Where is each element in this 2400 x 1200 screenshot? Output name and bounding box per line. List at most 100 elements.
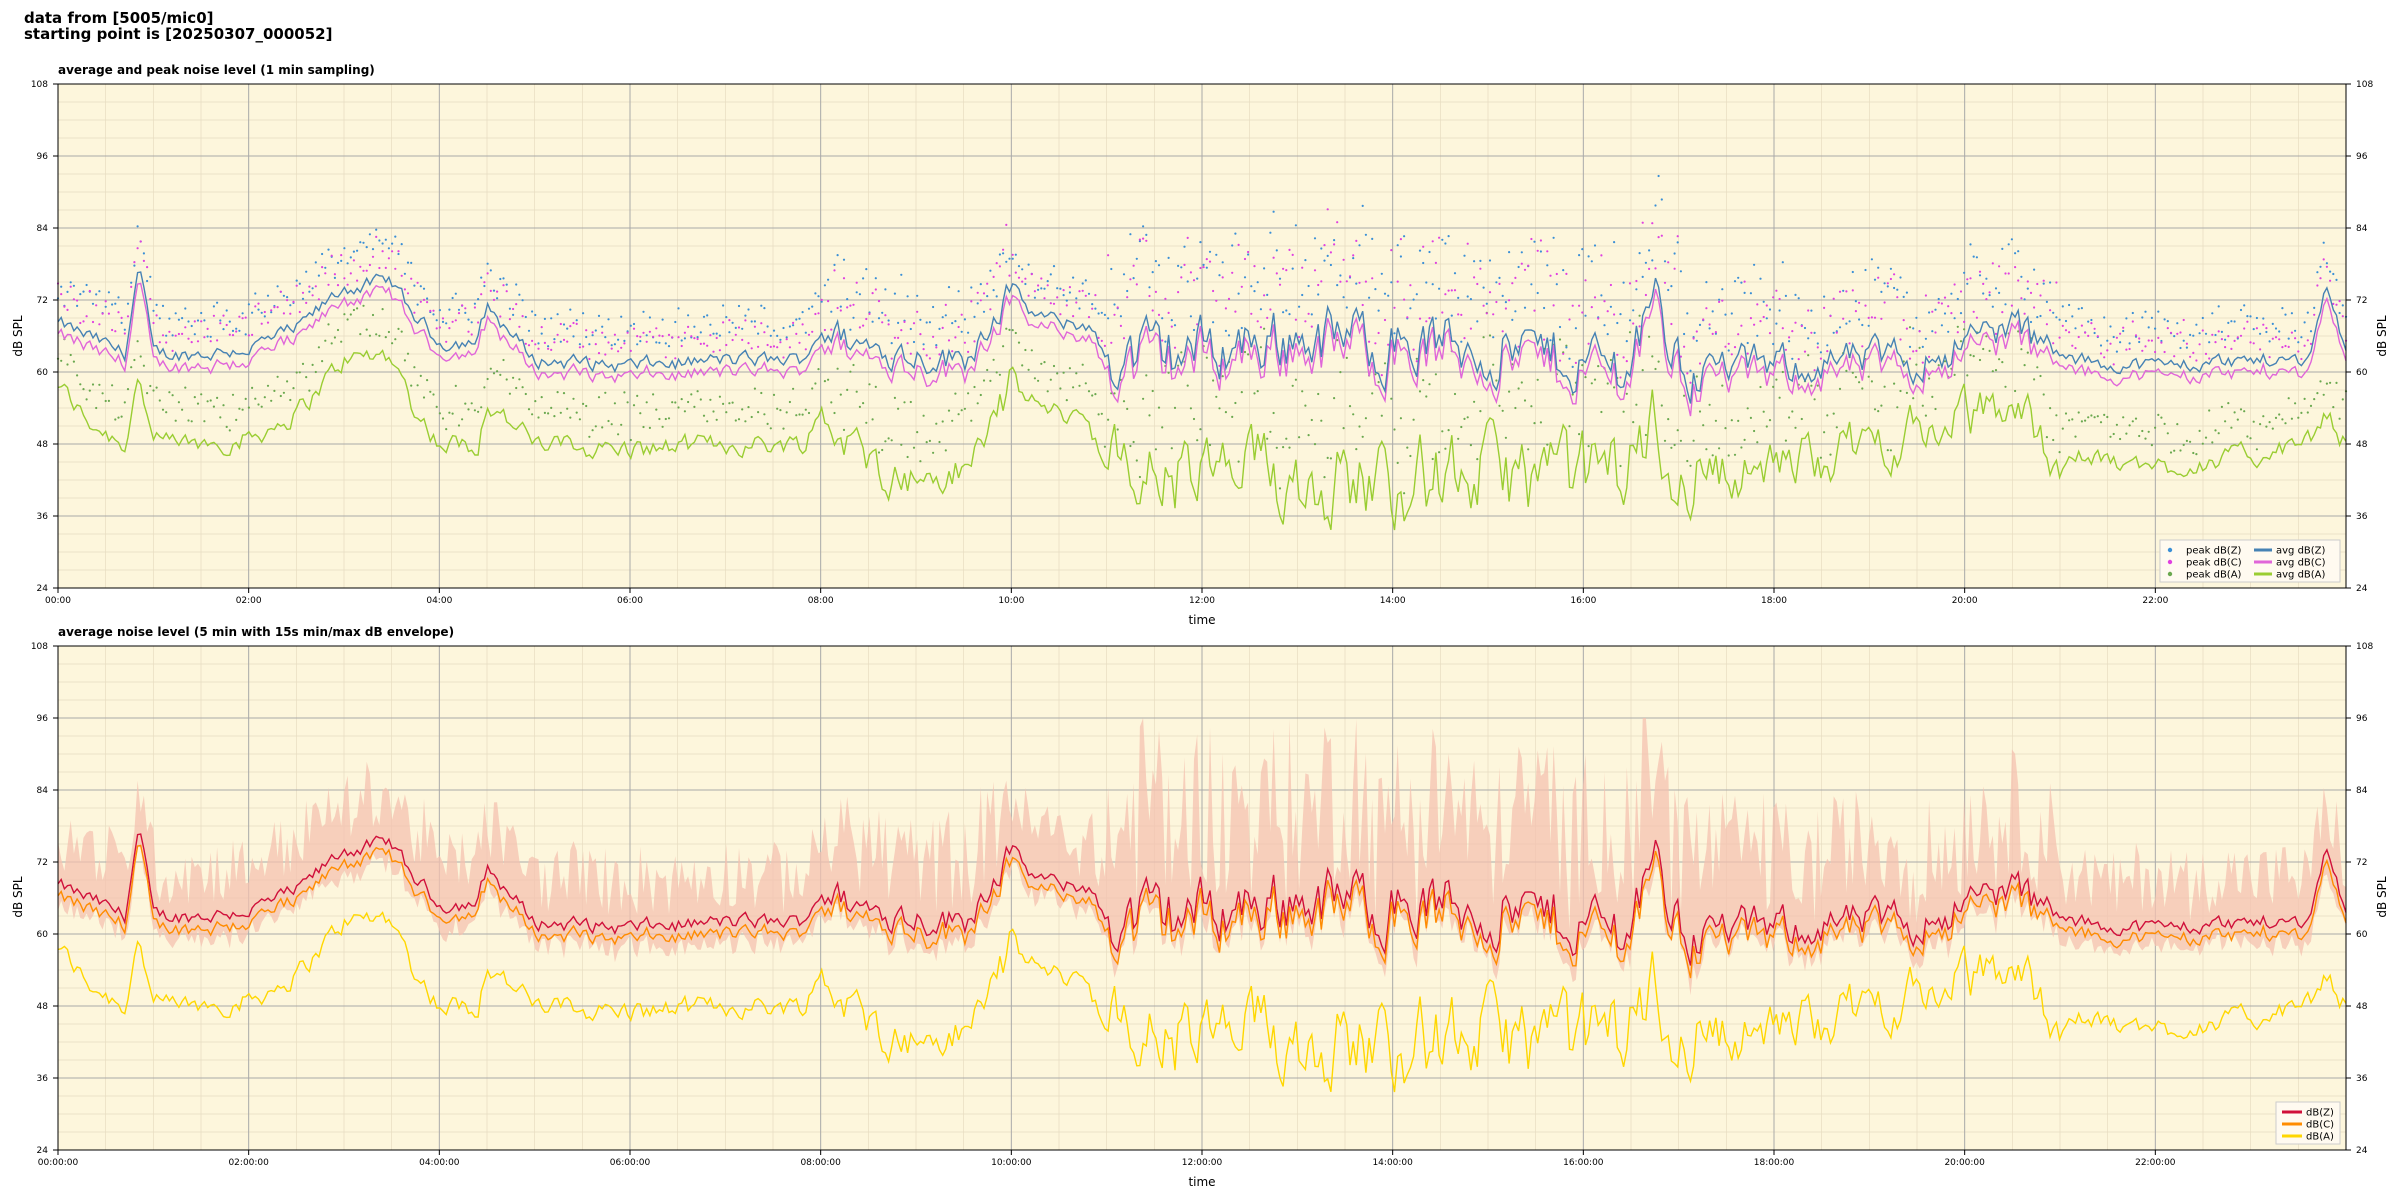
data-point	[1065, 399, 1068, 402]
data-point	[2217, 305, 2220, 308]
data-point	[1409, 307, 1412, 310]
y-tick-label: 60	[37, 930, 49, 940]
data-point	[1784, 294, 1787, 297]
data-point	[1727, 454, 1730, 457]
x-tick-label: 08:00	[808, 596, 834, 606]
data-point	[2014, 266, 2017, 269]
data-point	[1584, 314, 1587, 317]
data-point	[1851, 270, 1854, 274]
data-point	[897, 336, 900, 339]
data-point	[1250, 312, 1253, 315]
data-point	[200, 393, 203, 396]
data-point	[1555, 283, 1558, 286]
data-point	[2192, 334, 2195, 337]
legend: peak dB(Z)peak dB(C)peak dB(A)avg dB(Z)a…	[2159, 539, 2341, 583]
data-point	[2115, 350, 2118, 353]
data-point	[2192, 351, 2195, 354]
data-point	[938, 327, 941, 330]
data-point	[893, 336, 897, 339]
data-point	[1253, 265, 1256, 268]
data-point	[1676, 429, 1679, 432]
data-point	[865, 268, 868, 271]
data-point	[2195, 453, 2198, 456]
data-point	[136, 247, 139, 250]
data-point	[2160, 416, 2163, 419]
data-point	[371, 313, 375, 317]
data-point	[814, 292, 817, 295]
data-point	[1565, 272, 1568, 275]
data-point	[521, 386, 524, 389]
data-point	[1307, 434, 1310, 437]
data-point	[2268, 421, 2271, 424]
data-point	[2262, 323, 2265, 326]
data-point	[1227, 297, 1231, 300]
data-point	[1568, 318, 1571, 321]
data-point	[1231, 244, 1234, 247]
data-point	[2064, 329, 2068, 332]
data-point	[566, 327, 569, 330]
data-point	[1056, 296, 1059, 299]
data-point	[680, 344, 683, 348]
data-point	[718, 395, 722, 398]
data-point	[1151, 309, 1154, 312]
data-point	[1791, 357, 1794, 360]
data-point	[1122, 400, 1126, 403]
data-point	[2134, 417, 2138, 420]
data-point	[1721, 384, 1724, 387]
data-point	[1711, 454, 1714, 457]
data-point	[228, 333, 231, 336]
data-point	[521, 315, 524, 318]
data-point	[69, 285, 72, 288]
data-point	[448, 411, 451, 414]
data-point	[1549, 274, 1552, 277]
data-point	[1943, 312, 1947, 315]
data-point	[1931, 395, 1934, 398]
data-point	[1078, 307, 1081, 310]
data-point	[146, 266, 149, 269]
data-point	[1835, 426, 1838, 429]
data-point	[690, 335, 693, 338]
data-point	[1781, 261, 1784, 264]
data-point	[107, 399, 110, 402]
data-point	[155, 303, 158, 306]
data-point	[2055, 316, 2058, 319]
data-point	[2179, 331, 2182, 334]
data-point	[1508, 390, 1511, 393]
data-point	[890, 342, 893, 345]
y-tick-label: 24	[37, 1146, 49, 1156]
data-point	[1816, 342, 1819, 345]
data-point	[1256, 281, 1259, 284]
data-point	[266, 321, 270, 324]
data-point	[1912, 350, 1915, 353]
data-point	[986, 282, 989, 285]
data-point	[531, 310, 534, 313]
data-point	[2103, 413, 2106, 416]
data-point	[1415, 357, 1418, 360]
data-point	[1676, 235, 1679, 238]
data-point	[1224, 307, 1227, 310]
data-point	[483, 281, 486, 284]
data-point	[467, 318, 470, 321]
data-point	[158, 341, 161, 344]
data-point	[266, 294, 270, 297]
data-point	[270, 311, 273, 314]
data-point	[1985, 335, 1988, 338]
legend-marker	[2167, 547, 2173, 553]
data-point	[305, 376, 308, 379]
data-point	[1718, 300, 1721, 303]
data-point	[842, 428, 846, 431]
data-point	[1157, 264, 1161, 267]
data-point	[820, 300, 823, 303]
data-point	[1460, 340, 1463, 343]
data-point	[1282, 311, 1285, 314]
data-point	[1816, 384, 1819, 387]
data-point	[2211, 312, 2214, 315]
data-point	[769, 427, 772, 430]
data-point	[1307, 284, 1310, 288]
data-point	[2313, 306, 2316, 309]
data-point	[753, 325, 757, 328]
data-point	[321, 252, 324, 256]
data-point	[406, 292, 410, 295]
data-point	[1075, 301, 1078, 304]
data-point	[1033, 290, 1036, 293]
